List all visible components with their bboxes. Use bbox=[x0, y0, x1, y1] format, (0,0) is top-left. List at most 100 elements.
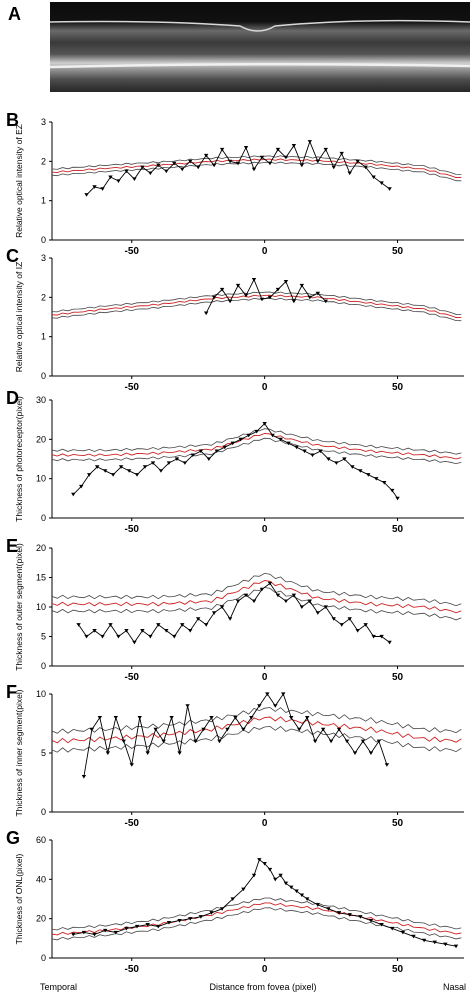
series-line-g bbox=[73, 858, 457, 947]
data-point-f bbox=[169, 716, 174, 720]
panel-letter-b: B bbox=[6, 110, 19, 130]
data-point-e bbox=[267, 581, 273, 586]
oct-retina-surface bbox=[49, 19, 471, 32]
y-tick-label: 1 bbox=[41, 332, 46, 342]
x-tick-label: -50 bbox=[125, 382, 140, 393]
panel-letter-g: G bbox=[6, 828, 20, 848]
data-point-b bbox=[132, 177, 137, 182]
data-point-g bbox=[390, 926, 395, 931]
data-point-c bbox=[235, 283, 241, 288]
data-point-d bbox=[182, 461, 188, 465]
y-tick-label: 40 bbox=[36, 874, 46, 884]
data-point-g bbox=[262, 862, 267, 866]
data-point-g bbox=[188, 917, 193, 921]
data-point-e bbox=[100, 634, 105, 639]
data-point-d bbox=[190, 453, 196, 458]
data-point-f bbox=[344, 739, 350, 744]
data-point-e bbox=[387, 640, 392, 645]
data-point-d bbox=[94, 465, 100, 469]
data-point-d bbox=[302, 449, 307, 454]
data-point-b bbox=[148, 171, 153, 176]
y-tick-label: 15 bbox=[36, 573, 46, 583]
data-point-b bbox=[339, 151, 344, 156]
data-point-f bbox=[265, 692, 270, 696]
data-point-e bbox=[156, 623, 161, 627]
data-point-f bbox=[121, 739, 126, 744]
data-point-f bbox=[97, 716, 103, 720]
data-point-f bbox=[137, 716, 142, 720]
x-tick-label: -50 bbox=[125, 964, 140, 975]
data-point-d bbox=[110, 473, 116, 477]
data-point-c bbox=[219, 287, 225, 292]
data-point-g bbox=[267, 867, 273, 872]
data-point-e bbox=[355, 629, 360, 633]
data-point-g bbox=[315, 903, 321, 907]
data-point-g bbox=[156, 924, 161, 929]
data-point-e bbox=[235, 599, 241, 604]
data-point-b bbox=[84, 193, 89, 197]
data-point-f bbox=[368, 751, 374, 755]
data-point-d bbox=[142, 465, 148, 469]
data-point-b bbox=[172, 161, 177, 166]
data-point-d bbox=[150, 461, 156, 465]
data-point-f bbox=[273, 704, 278, 708]
data-point-f bbox=[320, 727, 326, 732]
x-tick-label: 50 bbox=[392, 246, 404, 257]
data-point-f bbox=[209, 716, 214, 720]
data-point-e bbox=[195, 617, 201, 621]
data-point-d bbox=[254, 429, 259, 434]
y-tick-label: 60 bbox=[36, 835, 46, 845]
data-point-f bbox=[241, 727, 246, 732]
data-point-g bbox=[102, 928, 108, 933]
x-axis-title: Distance from fovea (pixel) bbox=[209, 982, 316, 992]
y-tick-label: 5 bbox=[41, 748, 46, 758]
x-tick-label: 0 bbox=[262, 382, 268, 393]
mean-line-d bbox=[51, 432, 462, 460]
y-axis-title-e: Thickness of outer segment(pixel) bbox=[14, 543, 24, 671]
data-point-d bbox=[326, 457, 331, 461]
data-point-e bbox=[323, 605, 328, 609]
y-tick-label: 20 bbox=[36, 434, 46, 444]
lower-bound-line-f bbox=[51, 725, 462, 753]
data-point-b bbox=[323, 147, 328, 152]
data-point-e bbox=[259, 587, 265, 592]
data-point-g bbox=[278, 873, 283, 878]
data-point-d bbox=[71, 492, 76, 497]
y-tick-label: 0 bbox=[41, 235, 46, 245]
data-point-e bbox=[251, 599, 257, 604]
data-point-d bbox=[158, 469, 164, 473]
data-point-d bbox=[102, 469, 108, 473]
data-point-g bbox=[134, 924, 140, 929]
data-point-d bbox=[214, 449, 219, 454]
data-point-g bbox=[230, 897, 235, 901]
data-point-b bbox=[251, 167, 257, 172]
data-point-f bbox=[193, 739, 198, 744]
panel-letter-f: F bbox=[6, 682, 17, 702]
data-point-c bbox=[323, 299, 328, 304]
data-point-e bbox=[379, 634, 384, 639]
data-point-b bbox=[307, 140, 313, 144]
data-point-d bbox=[166, 461, 172, 465]
data-point-c bbox=[283, 280, 289, 284]
data-point-b bbox=[259, 155, 265, 160]
data-point-f bbox=[185, 704, 190, 708]
data-point-d bbox=[310, 453, 315, 458]
x-tick-label: -50 bbox=[125, 524, 140, 535]
data-point-b bbox=[243, 145, 249, 150]
y-tick-label: 0 bbox=[41, 661, 46, 671]
data-point-f bbox=[161, 739, 166, 744]
data-point-b bbox=[211, 163, 217, 168]
data-point-e bbox=[275, 593, 281, 598]
x-tick-label: -50 bbox=[125, 246, 140, 257]
data-point-b bbox=[331, 165, 336, 170]
x-tick-label: 50 bbox=[392, 818, 404, 829]
data-point-e bbox=[371, 634, 376, 639]
data-point-d bbox=[374, 477, 379, 481]
data-point-e bbox=[219, 605, 225, 609]
y-tick-label: 0 bbox=[41, 371, 46, 381]
panel-letter-c: C bbox=[6, 246, 19, 266]
data-point-b bbox=[235, 161, 241, 166]
